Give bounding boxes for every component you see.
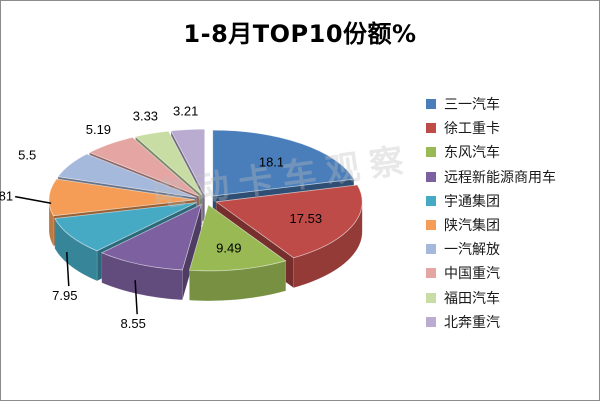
- legend-item: 东风汽车: [426, 140, 556, 164]
- chart-legend: 三一汽车徐工重卡东风汽车远程新能源商用车 宇通集团陕汽集团一汽解放中国重汽福田汽车…: [426, 92, 556, 334]
- legend-label: 中国重汽: [444, 266, 500, 283]
- legend-swatch: [426, 220, 436, 231]
- legend-item: 三一汽车: [426, 92, 556, 116]
- legend-item: 一汽解放: [426, 237, 556, 261]
- slice-2-top: [215, 184, 363, 259]
- legend-label: 三一汽车: [444, 97, 500, 114]
- leader-line-5: [66, 252, 70, 287]
- legend-item: 福田汽车: [426, 286, 556, 310]
- slice-3-top: [188, 204, 287, 272]
- value-label-9: 3.33: [133, 109, 158, 124]
- slice-1-top: [212, 129, 355, 197]
- slice-8-top: [88, 136, 200, 197]
- legend-label: 徐工重卡: [444, 121, 500, 138]
- slice-9-top: [134, 130, 203, 196]
- legend-swatch: [426, 99, 436, 110]
- legend-swatch: [426, 316, 436, 327]
- legend-swatch: [426, 195, 436, 206]
- chart-title: 1-8月TOP10份额%: [183, 20, 417, 48]
- legend-label: 北奔重汽: [444, 314, 500, 331]
- legend-label: 陕汽集团: [444, 218, 500, 235]
- legend-swatch: [426, 123, 436, 134]
- value-label-2: 17.53: [290, 211, 323, 226]
- legend-label: 福田汽车: [444, 290, 500, 307]
- value-label-3: 9.49: [216, 240, 241, 255]
- legend-label: 一汽解放: [444, 242, 500, 259]
- value-label-6: 7.81: [0, 189, 13, 204]
- slice-5-top: [54, 202, 197, 252]
- pie-tops: [48, 128, 363, 272]
- legend-swatch: [426, 147, 436, 158]
- legend-item: 中国重汽: [426, 261, 556, 285]
- legend-item: 远程新能源商用车: [426, 165, 556, 189]
- legend-label: 东风汽车: [444, 145, 500, 162]
- legend-item: 徐工重卡: [426, 116, 556, 140]
- legend-swatch: [426, 244, 436, 255]
- leader-line-4: [134, 280, 138, 315]
- legend-item: 北奔重汽: [426, 310, 556, 334]
- legend-item: 陕汽集团: [426, 213, 556, 237]
- value-label-10: 3.21: [173, 104, 198, 119]
- slice-7-top: [57, 153, 197, 198]
- legend-item: 宇通集团: [426, 189, 556, 213]
- slice-4-top: [100, 203, 202, 271]
- legend-swatch: [426, 171, 436, 182]
- value-labels: 18.1 17.53 9.49 8.55 7.95 7.81 5.5 5.19 3.33 3.21: [0, 104, 322, 332]
- value-label-5: 7.95: [52, 288, 77, 303]
- slice-6-top: [48, 178, 196, 217]
- legend-label: 宇通集团: [444, 193, 500, 210]
- legend-label: 远程新能源商用车: [444, 169, 556, 186]
- value-label-8: 5.19: [86, 122, 111, 137]
- legend-swatch: [426, 292, 436, 303]
- value-label-1: 18.1: [259, 155, 284, 170]
- value-label-4: 8.55: [121, 316, 146, 331]
- slice-10-top: [170, 128, 206, 196]
- value-label-7: 5.5: [18, 148, 36, 163]
- legend-swatch: [426, 268, 436, 279]
- leader-line-6: [14, 195, 52, 205]
